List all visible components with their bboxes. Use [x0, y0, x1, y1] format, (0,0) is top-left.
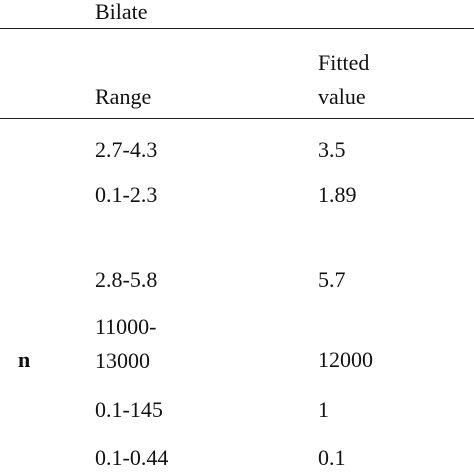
table-cell: 0.1-0.44 — [95, 445, 169, 470]
header-rule — [0, 28, 474, 29]
table-cell: 0.1-145 — [95, 397, 163, 422]
table-cell: 1.89 — [318, 182, 357, 207]
header-rule — [0, 118, 474, 119]
row-label: n — [18, 347, 31, 372]
table-cell: 0.1 — [318, 445, 346, 470]
table-cell: 2.7-4.3 — [95, 137, 158, 162]
column-header: Range — [95, 84, 152, 109]
table-cell: 0.1-2.3 — [95, 182, 158, 207]
table-cell: 5.7 — [318, 267, 346, 292]
table-cell: 2.8-5.8 — [95, 267, 158, 292]
table-cell: 1 — [318, 397, 329, 422]
table-cell: 11000-13000 — [95, 314, 157, 373]
group-header: Bilate — [95, 0, 148, 24]
column-header: Fitted value — [318, 50, 370, 109]
table-cell: 3.5 — [318, 137, 346, 162]
table-cell: 12000 — [318, 347, 373, 372]
